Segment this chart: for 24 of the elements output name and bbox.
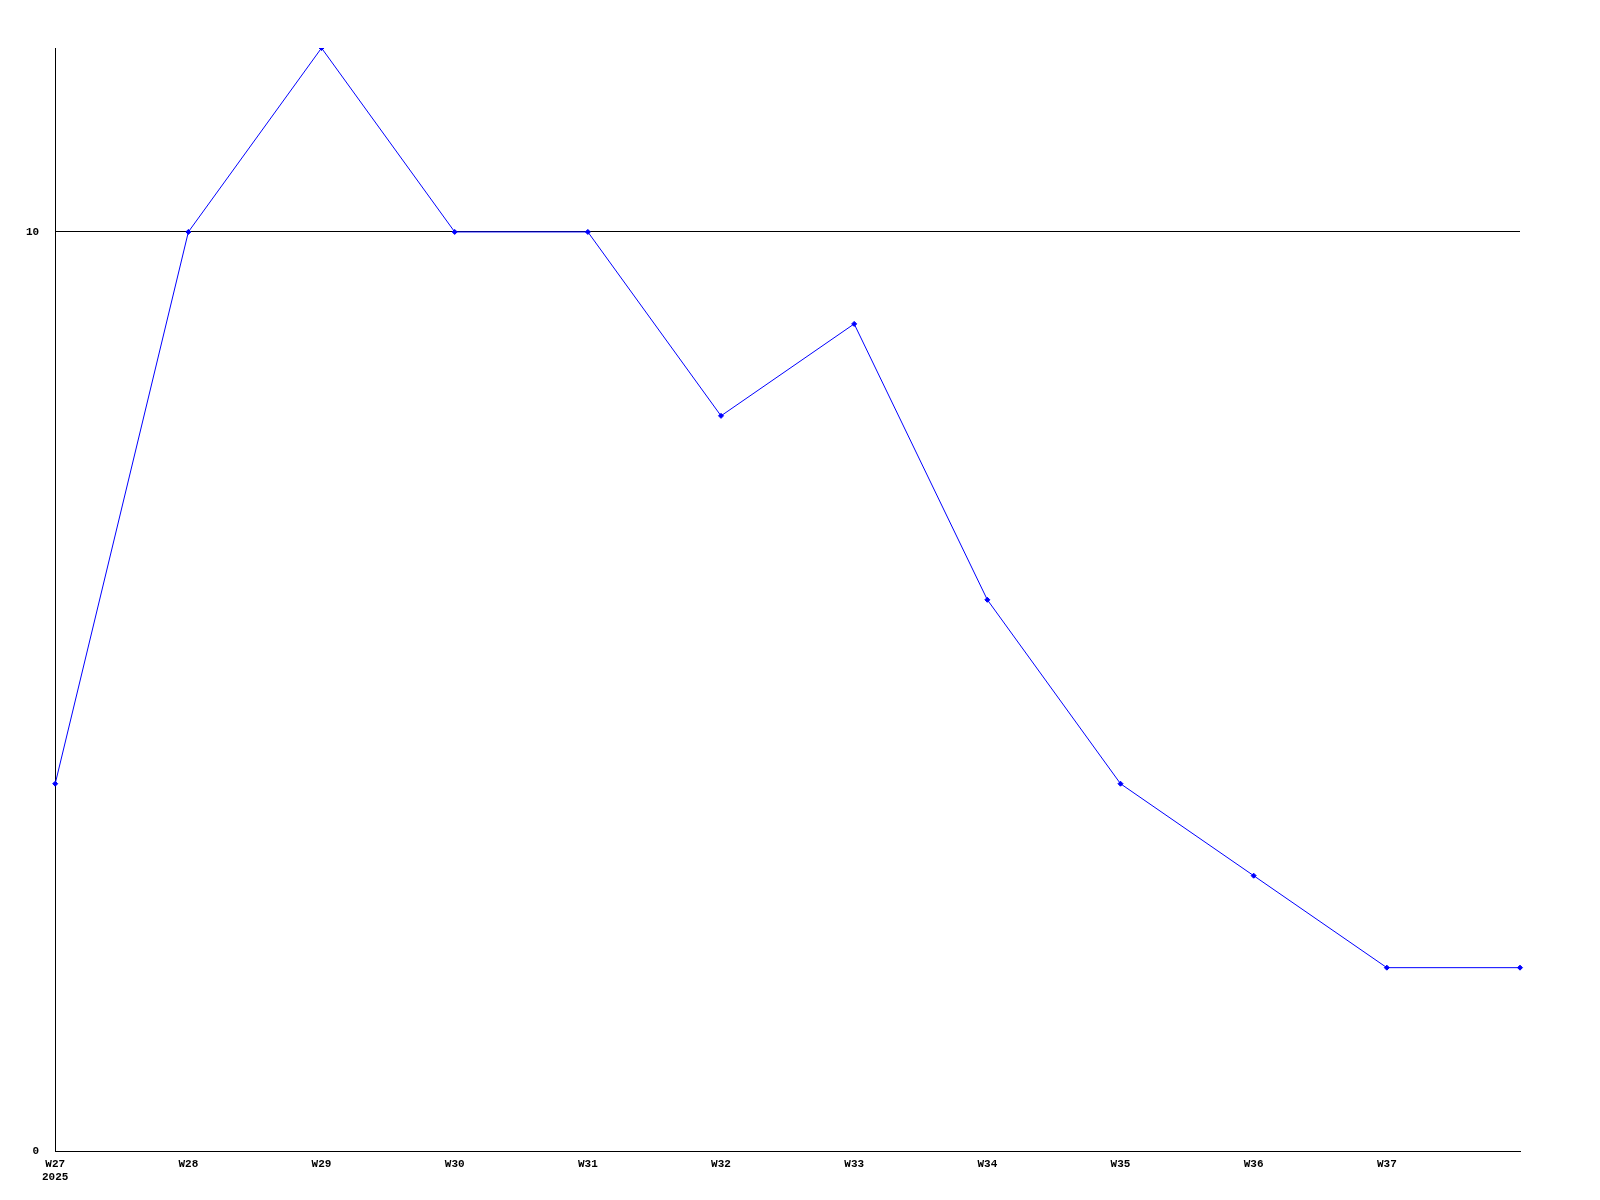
point (1383, 964, 1390, 971)
point (1250, 872, 1257, 879)
y-tick-label: 10 (26, 225, 40, 238)
x-tick-label: W28 (178, 1157, 199, 1170)
point (451, 228, 458, 235)
x-tick-label: W29 (311, 1157, 332, 1170)
point (185, 228, 192, 235)
x-tick-label: W35 (1110, 1157, 1131, 1170)
x-tick-label: W37 (1376, 1157, 1397, 1170)
y-tick-label: 0 (32, 1145, 40, 1158)
point (718, 412, 725, 419)
point (52, 780, 59, 787)
point (984, 596, 991, 603)
x-tick-label: W27 2025 (42, 1157, 69, 1184)
x-tick-label: W36 (1243, 1157, 1264, 1170)
x-tick-label: W31 (577, 1157, 599, 1170)
x-tick-label: W33 (844, 1157, 865, 1170)
x-tick-label: W34 (977, 1157, 998, 1170)
point (1517, 964, 1523, 971)
x-tick-label: W32 (711, 1157, 731, 1170)
point (584, 228, 591, 235)
x-tick-label: W30 (444, 1157, 465, 1170)
point (851, 320, 858, 327)
point (1117, 780, 1124, 787)
